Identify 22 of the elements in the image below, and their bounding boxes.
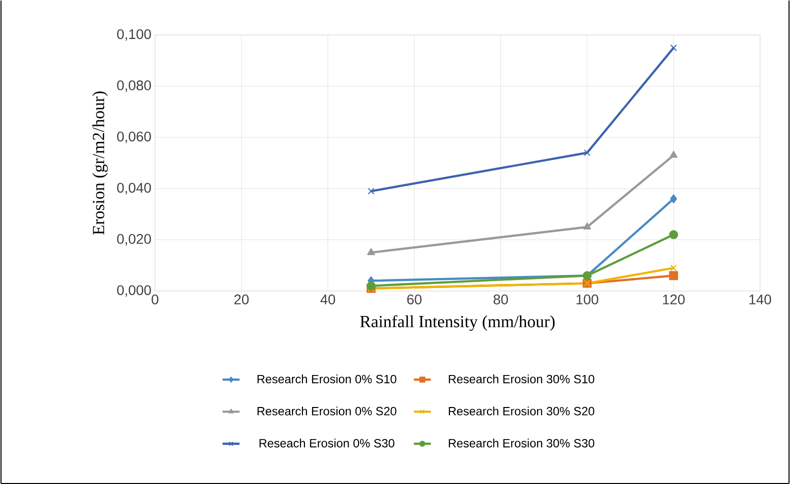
y-tick-label: 0,080 [117, 80, 151, 92]
y-tick-label: 0,060 [117, 132, 151, 144]
legend-label: Research Erosion 30% S10 [448, 374, 594, 384]
x-tick-label: 40 [320, 294, 336, 304]
y-axis-title: Erosion (gr/m2/hour) [92, 92, 108, 235]
legend-label: Research Erosion 30% S20 [448, 406, 594, 416]
x-tick-label: 60 [407, 294, 422, 304]
y-tick-label: 0,000 [117, 285, 151, 297]
legend-label: Research Erosion 0% S20 [258, 406, 396, 416]
x-tick-label: 140 [749, 294, 772, 304]
legend-label: Reseach Erosion 0% S30 [260, 438, 394, 448]
x-tick-label: 0 [152, 294, 158, 304]
x-tick-label: 120 [663, 294, 685, 304]
y-tick-label: 0,020 [117, 234, 151, 246]
x-tick-label: 20 [234, 294, 249, 304]
legend-label: Research Erosion 30% S30 [448, 438, 594, 448]
x-axis-title: Rainfall Intensity (mm/hour) [360, 315, 555, 331]
y-tick-label: 0,040 [117, 182, 151, 194]
y-tick-label: 0,100 [117, 29, 151, 41]
x-tick-label: 80 [494, 294, 508, 304]
legend-label: Research Erosion 0% S10 [258, 374, 396, 384]
x-tick-label: 100 [576, 294, 598, 304]
